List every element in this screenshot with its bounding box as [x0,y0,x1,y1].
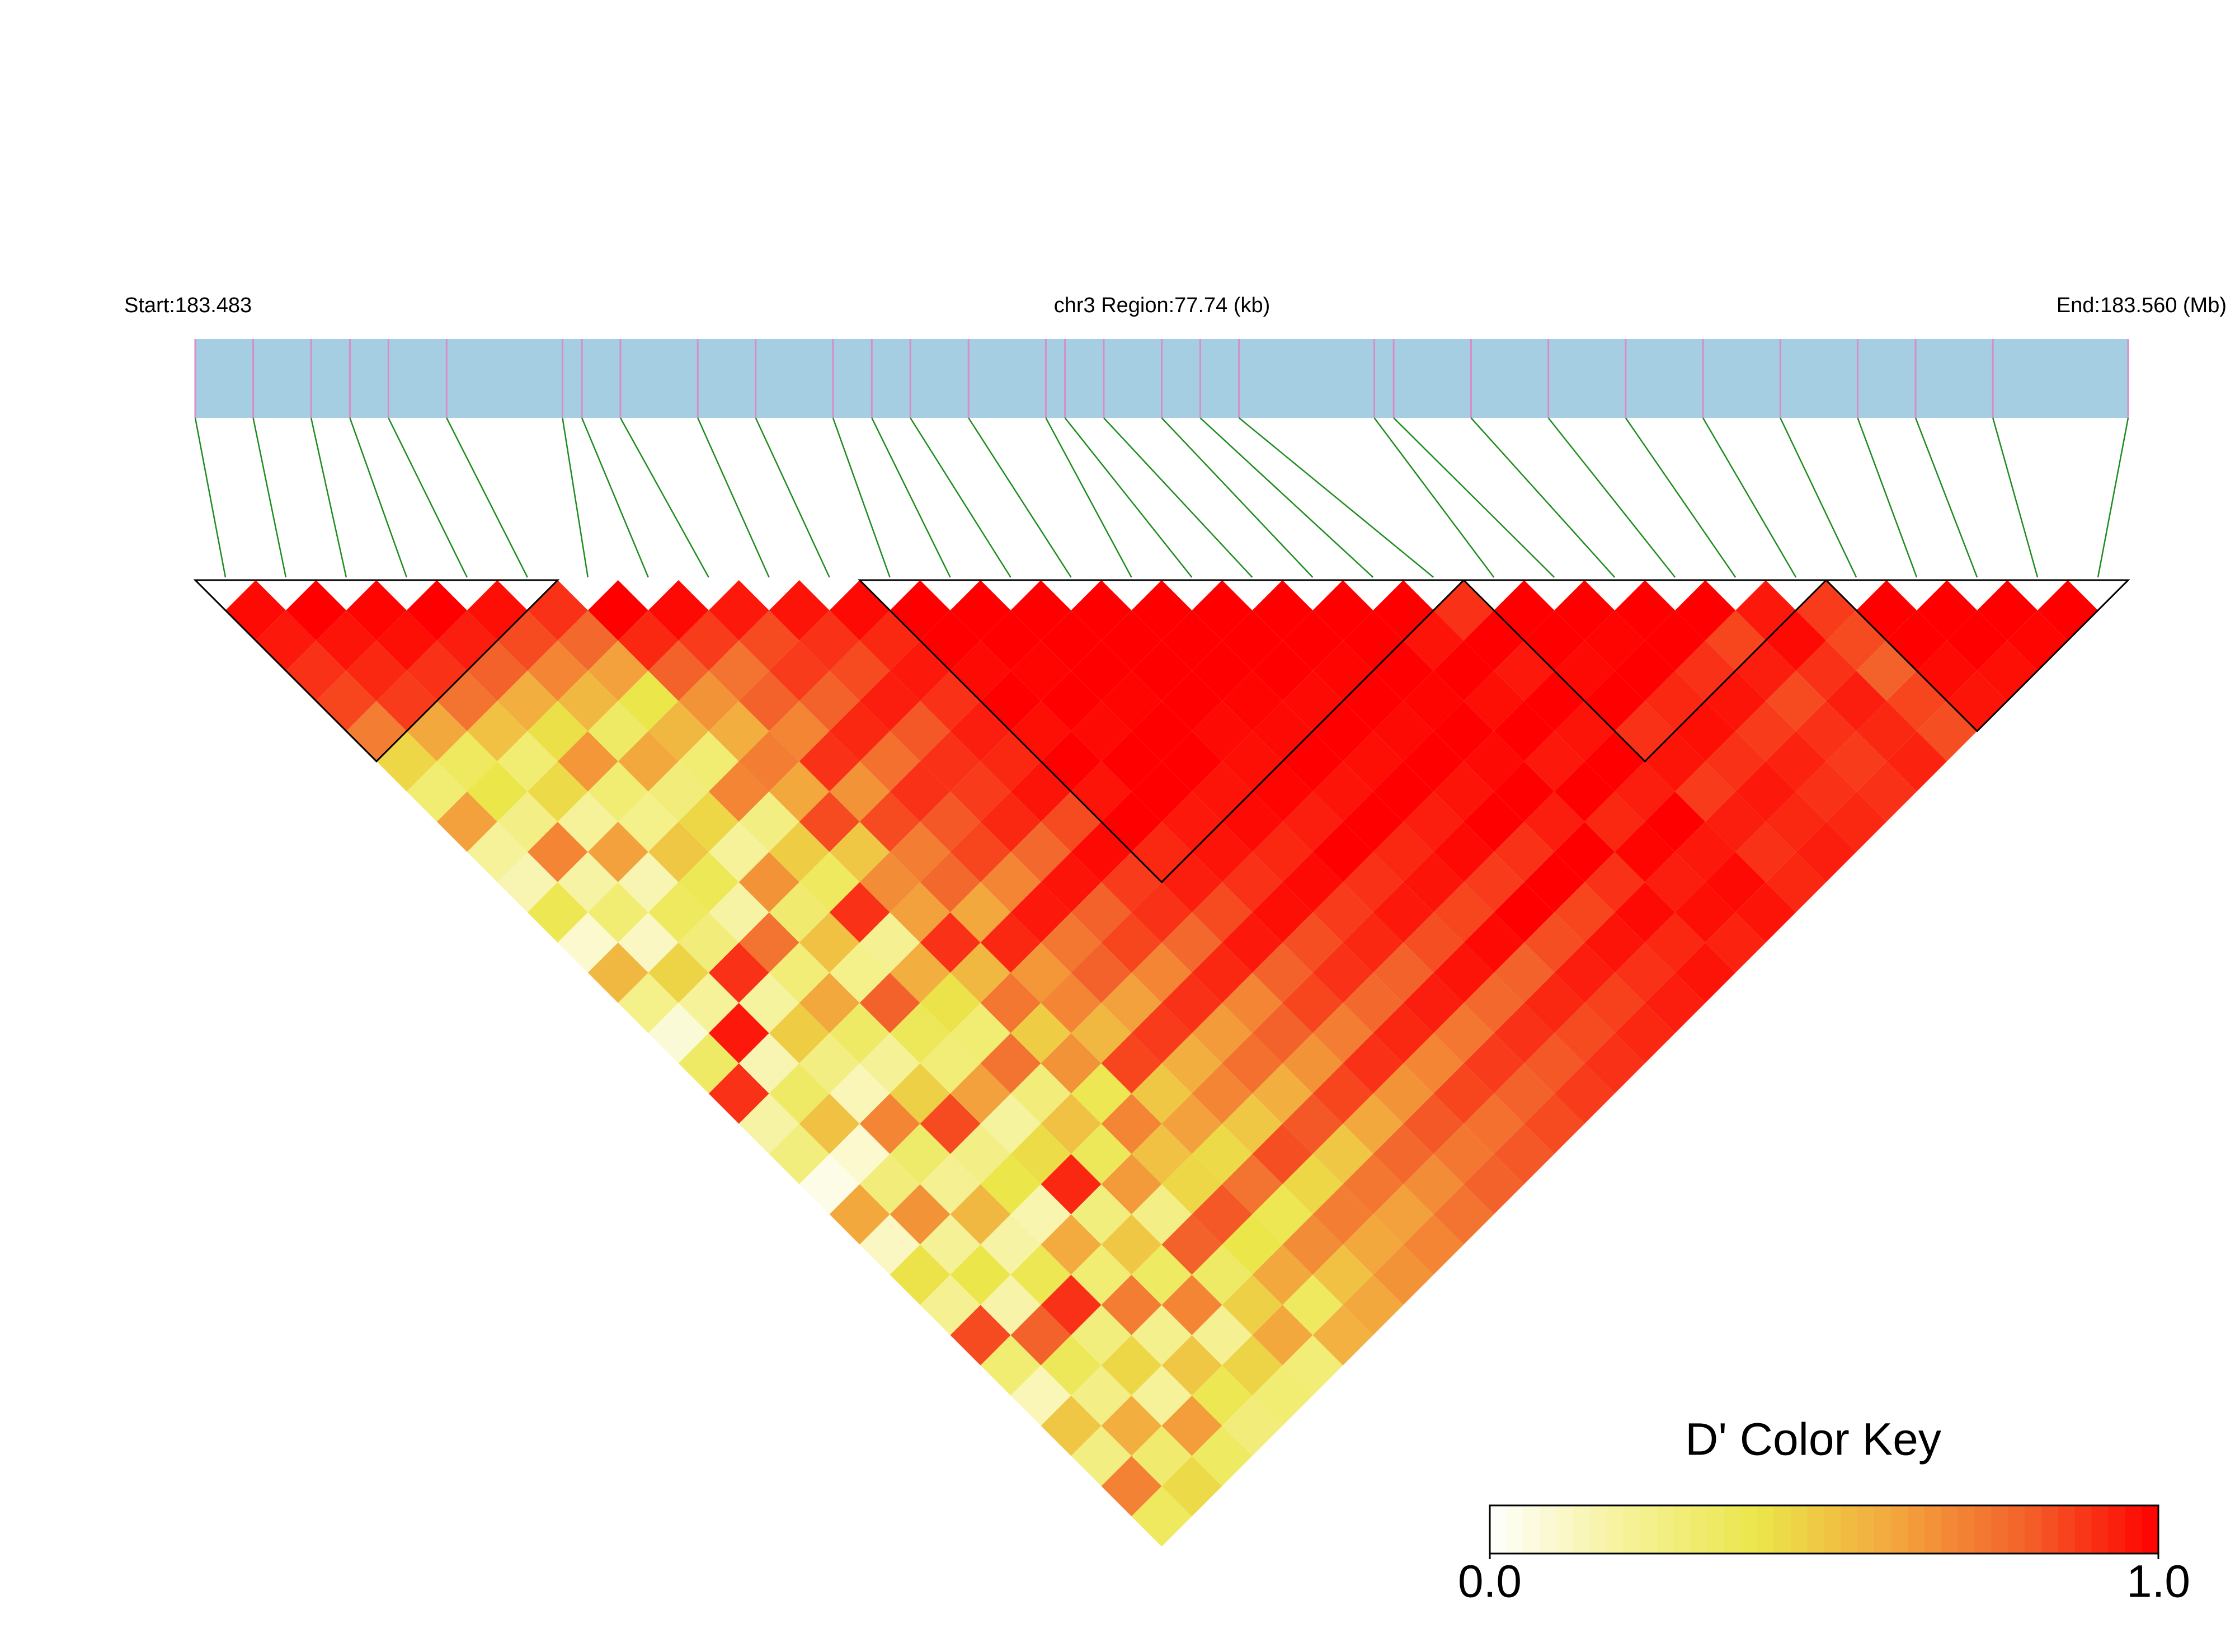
snp-link [619,417,709,578]
color-key-step [1724,1505,1741,1554]
snp-link [2097,417,2129,578]
color-key-label: 1.0 [2126,1556,2190,1607]
color-key-step [1573,1505,1591,1554]
snp-link [562,417,589,578]
snp-link [1373,417,1495,578]
snp-link [1780,417,1857,578]
snp-link [1064,417,1193,578]
snp-link [755,417,830,578]
color-key-step [2125,1505,2142,1554]
color-key-title: D' Color Key [1685,1414,1941,1465]
color-key-step [1924,1505,1942,1554]
color-key-step [1523,1505,1541,1554]
color-key-step [1907,1505,1925,1554]
snp-link [697,417,770,578]
snp-link [1547,417,1676,578]
ld-block [193,579,560,763]
ld-block [1824,579,2130,733]
color-key-step [1657,1505,1674,1554]
color-key-step [2041,1505,2059,1554]
color-key-step [1690,1505,1707,1554]
snp-link [968,417,1072,578]
snp-link [1161,417,1314,578]
snp-link [310,417,347,578]
color-key-step [1841,1505,1858,1554]
color-key-step [2025,1505,2042,1554]
color-key-step [2074,1505,2092,1554]
color-key-step [1624,1505,1641,1554]
start-label: Start:183.483 [124,294,252,317]
color-key-step [2058,1505,2076,1554]
color-key-step [1540,1505,1558,1554]
color-key-step [1991,1505,2008,1554]
color-key-step [1506,1505,1524,1554]
snp-link [194,417,227,578]
color-key-step [1941,1505,1959,1554]
snp-link [1393,417,1555,578]
color-key-step [1773,1505,1791,1554]
snp-link [1045,417,1132,578]
color-key-step [1857,1505,1875,1554]
color-key-step [1673,1505,1691,1554]
snp-link [349,417,408,578]
color-key-step [1974,1505,1992,1554]
snp-link [581,417,649,578]
color-key-step [1891,1505,1908,1554]
color-key-step [1874,1505,1891,1554]
color-key-step [2091,1505,2109,1554]
color-key-step [2142,1505,2159,1554]
color-key-step [2008,1505,2025,1554]
snp-link [446,417,528,578]
color-key-step [1824,1505,1841,1554]
color-key-step [1958,1505,1975,1554]
snp-link [1199,417,1374,578]
color-key-step [1556,1505,1574,1554]
color-key-step [2108,1505,2125,1554]
end-label: End:183.560 (Mb) [2057,294,2227,317]
snp-link [1857,417,1918,578]
snp-link [871,417,951,578]
snp-link [1470,417,1616,578]
snp-link [1238,417,1434,578]
color-key-frame [1489,1504,2159,1555]
snp-link [910,417,1011,578]
color-key-step [1490,1505,1507,1554]
region-label: chr3 Region:77.74 (kb) [1054,294,1271,317]
color-key-step [1757,1505,1775,1554]
color-key-step [1590,1505,1607,1554]
color-key-step [1740,1505,1758,1554]
snp-link [252,417,287,578]
ld-block [858,579,1466,883]
snp-link [1992,417,2039,578]
snp-link [388,417,468,578]
snp-link [1103,417,1253,578]
color-key-step [1640,1505,1658,1554]
color-key-step [1707,1505,1724,1554]
snp-link [1702,417,1797,578]
color-key-label: 0.0 [1458,1556,1522,1607]
color-key-step [1790,1505,1808,1554]
snp-link [1914,417,1978,578]
color-key-step [1607,1505,1624,1554]
color-key-step [1807,1505,1825,1554]
snp-link [832,417,891,578]
snp-link [1625,417,1737,578]
ld-block [1461,579,1828,763]
